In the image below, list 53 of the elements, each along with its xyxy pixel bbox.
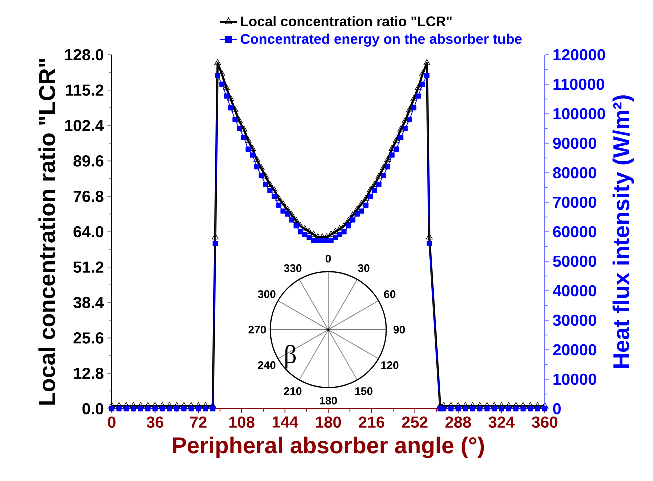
y2-tick-label: 50000 <box>553 256 596 268</box>
y2-tick-label: 120000 <box>554 49 606 61</box>
y2-tick-label: 90000 <box>553 138 596 150</box>
x-tick-label: 324 <box>488 416 515 428</box>
y2-tick-label: 110000 <box>554 78 604 90</box>
y2-tick-label: 0 <box>553 403 561 415</box>
y-tick-label: 12.8 <box>74 368 104 380</box>
y2-tick-label: 100000 <box>554 108 606 120</box>
y2-tick-label: 10000 <box>554 374 596 386</box>
x-tick-label: 180 <box>316 416 342 428</box>
annotation: 330 <box>284 264 302 272</box>
annotation: 60 <box>384 290 396 298</box>
y-axis-title: Local concentration ratio "LCR" <box>38 59 56 405</box>
y-tick-label: 102.4 <box>65 120 104 132</box>
y-tick-label: 38.4 <box>74 297 104 308</box>
x-tick-label: 36 <box>146 416 164 428</box>
y2-tick-label: 20000 <box>553 344 596 356</box>
annotation: 90 <box>394 326 406 334</box>
legend-label: Concentrated energy on the absorber tube <box>240 34 522 47</box>
y2-axis-title: Heat flux intensity (W/m²) <box>612 96 634 368</box>
x-tick-label: 144 <box>272 416 298 428</box>
annotation: 210 <box>284 388 302 396</box>
annotation: 270 <box>248 326 266 334</box>
y2-tick-label: 70000 <box>553 196 596 208</box>
annotation: 0 <box>326 255 332 263</box>
x-tick-label: 216 <box>359 416 385 428</box>
y-tick-label: 64.0 <box>74 226 104 238</box>
x-axis-title: Peripheral absorber angle (°) <box>173 436 484 458</box>
x-tick-label: 288 <box>446 416 472 428</box>
y-tick-label: 115.2 <box>66 84 104 96</box>
y2-tick-label: 60000 <box>553 226 596 238</box>
y-tick-label: 25.6 <box>74 332 104 344</box>
x-tick-label: 252 <box>402 416 428 428</box>
y2-tick-label: 30000 <box>553 314 596 326</box>
y2-tick-label: 40000 <box>553 285 596 297</box>
x-tick-label: 0 <box>108 416 116 428</box>
y-tick-label: 76.8 <box>74 190 104 202</box>
y2-tick-label: 80000 <box>553 167 596 179</box>
y-tick-label: 128.0 <box>65 49 104 61</box>
annotation: 150 <box>356 388 373 396</box>
annotation: 180 <box>320 397 338 405</box>
annotation: 240 <box>258 362 276 370</box>
y-tick-label: 51.2 <box>74 262 104 274</box>
y-tick-label: 0.0 <box>82 403 104 415</box>
x-tick-label: 360 <box>532 416 558 428</box>
y-tick-label: 89.6 <box>74 156 104 167</box>
annotation: 120 <box>382 362 399 370</box>
legend-label: Local concentration ratio "LCR" <box>241 16 452 27</box>
x-tick-label: 108 <box>230 416 255 428</box>
annotation: β <box>286 345 296 369</box>
annotation: 30 <box>358 264 370 272</box>
annotation: 300 <box>258 290 276 298</box>
x-tick-label: 72 <box>190 416 207 428</box>
